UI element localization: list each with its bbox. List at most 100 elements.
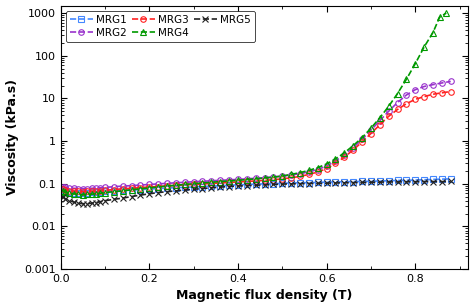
MRG3 — [93, 189, 99, 193]
MRG5 — [226, 185, 232, 188]
MRG3 — [279, 177, 285, 181]
MRG2 — [120, 184, 126, 188]
Y-axis label: Viscosity (kPa.s): Viscosity (kPa.s) — [6, 79, 18, 195]
MRG2 — [288, 173, 294, 177]
MRG2 — [448, 79, 454, 83]
MRG2 — [262, 176, 267, 180]
MRG1 — [421, 178, 427, 182]
MRG5 — [244, 184, 250, 188]
MRG5 — [75, 201, 81, 205]
MRG3 — [253, 179, 258, 183]
MRG2 — [333, 159, 338, 163]
MRG4 — [182, 183, 188, 186]
MRG3 — [288, 176, 294, 180]
MRG4 — [341, 151, 347, 155]
MRG4 — [84, 192, 90, 196]
MRG5 — [333, 181, 338, 185]
MRG3 — [368, 132, 374, 136]
MRG1 — [67, 190, 73, 194]
MRG3 — [200, 182, 205, 186]
MRG3 — [421, 95, 427, 99]
MRG5 — [155, 191, 161, 194]
Line: MRG5: MRG5 — [60, 179, 454, 206]
MRG4 — [191, 182, 196, 185]
MRG4 — [430, 31, 436, 34]
MRG2 — [350, 146, 356, 149]
MRG1 — [262, 182, 267, 186]
MRG4 — [297, 171, 303, 174]
MRG1 — [430, 178, 436, 181]
MRG4 — [288, 172, 294, 176]
MRG2 — [306, 170, 312, 174]
MRG4 — [315, 166, 320, 169]
MRG1 — [403, 178, 409, 182]
MRG4 — [235, 178, 241, 182]
MRG5 — [218, 185, 223, 189]
MRG3 — [80, 190, 86, 193]
MRG2 — [191, 180, 196, 184]
MRG3 — [377, 123, 383, 127]
MRG5 — [146, 192, 152, 196]
MRG3 — [182, 183, 188, 187]
MRG1 — [93, 190, 99, 194]
MRG4 — [359, 136, 365, 140]
MRG1 — [137, 188, 143, 191]
MRG4 — [60, 189, 66, 193]
MRG2 — [80, 187, 86, 191]
MRG3 — [120, 187, 126, 191]
MRG4 — [200, 181, 205, 185]
MRG5 — [430, 180, 436, 184]
MRG4 — [386, 104, 392, 108]
MRG1 — [377, 179, 383, 183]
MRG5 — [421, 180, 427, 184]
MRG1 — [200, 185, 205, 188]
MRG2 — [102, 185, 108, 189]
MRG3 — [191, 183, 196, 186]
MRG2 — [173, 181, 179, 185]
MRG1 — [448, 177, 454, 181]
MRG2 — [93, 186, 99, 190]
MRG3 — [341, 155, 347, 159]
MRG3 — [209, 182, 214, 185]
Line: MRG1: MRG1 — [60, 176, 454, 196]
MRG3 — [386, 115, 392, 118]
MRG2 — [62, 185, 68, 189]
MRG2 — [71, 186, 77, 190]
MRG2 — [244, 177, 250, 181]
MRG5 — [377, 180, 383, 184]
MRG3 — [137, 186, 143, 189]
MRG2 — [226, 178, 232, 182]
MRG5 — [412, 180, 418, 184]
MRG3 — [297, 175, 303, 178]
MRG2 — [111, 185, 117, 188]
MRG5 — [80, 202, 86, 205]
MRG1 — [439, 177, 445, 181]
MRG1 — [218, 184, 223, 188]
Line: MRG4: MRG4 — [60, 10, 449, 197]
MRG2 — [271, 175, 276, 179]
MRG1 — [71, 191, 77, 194]
MRG2 — [430, 83, 436, 87]
MRG5 — [306, 182, 312, 185]
MRG4 — [128, 188, 134, 192]
MRG4 — [67, 191, 73, 195]
MRG1 — [120, 188, 126, 192]
MRG4 — [253, 177, 258, 181]
MRG3 — [102, 188, 108, 192]
MRG3 — [60, 187, 66, 191]
MRG2 — [60, 185, 66, 188]
MRG4 — [146, 186, 152, 190]
MRG3 — [350, 148, 356, 152]
MRG3 — [430, 92, 436, 96]
MRG5 — [341, 181, 347, 185]
MRG2 — [235, 178, 241, 181]
MRG4 — [444, 11, 449, 15]
MRG2 — [200, 180, 205, 183]
MRG4 — [120, 189, 126, 193]
MRG3 — [235, 180, 241, 184]
MRG1 — [102, 189, 108, 193]
MRG1 — [350, 180, 356, 184]
MRG4 — [155, 185, 161, 189]
MRG5 — [71, 200, 77, 204]
Line: MRG2: MRG2 — [60, 79, 454, 192]
